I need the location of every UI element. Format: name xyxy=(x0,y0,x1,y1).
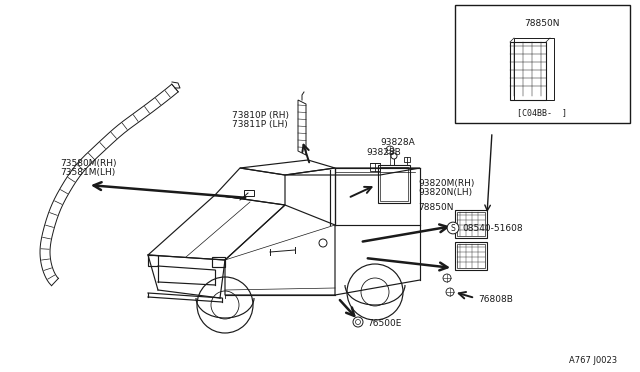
Text: A767 J0023: A767 J0023 xyxy=(569,356,617,365)
Bar xyxy=(370,163,380,171)
Bar xyxy=(148,255,158,266)
Text: S: S xyxy=(451,224,456,232)
Text: 93820N(LH): 93820N(LH) xyxy=(418,187,472,196)
Text: 76808B: 76808B xyxy=(478,295,513,305)
Bar xyxy=(514,38,554,100)
Bar xyxy=(404,157,410,162)
Bar xyxy=(457,244,485,268)
Text: 08540-51608: 08540-51608 xyxy=(462,224,523,232)
Text: [C04BB-  ]: [C04BB- ] xyxy=(517,109,567,118)
Text: 73811P (LH): 73811P (LH) xyxy=(232,119,288,128)
Bar xyxy=(212,257,225,267)
Bar xyxy=(455,210,487,238)
Text: 93828A: 93828A xyxy=(380,138,415,147)
Bar xyxy=(510,42,546,100)
Text: 78850N: 78850N xyxy=(418,202,454,212)
Text: 93820M(RH): 93820M(RH) xyxy=(418,179,474,187)
Text: 73581M(LH): 73581M(LH) xyxy=(60,167,115,176)
Bar xyxy=(378,165,410,203)
Text: 73580M(RH): 73580M(RH) xyxy=(60,158,116,167)
Text: 93828B: 93828B xyxy=(366,148,401,157)
Text: 78850N: 78850N xyxy=(524,19,560,28)
Text: 73810P (RH): 73810P (RH) xyxy=(232,110,289,119)
Bar xyxy=(457,212,485,236)
Text: 76500E: 76500E xyxy=(367,318,401,327)
Bar xyxy=(380,167,408,201)
Bar xyxy=(244,190,254,196)
Bar xyxy=(455,5,630,123)
Bar xyxy=(455,242,487,270)
